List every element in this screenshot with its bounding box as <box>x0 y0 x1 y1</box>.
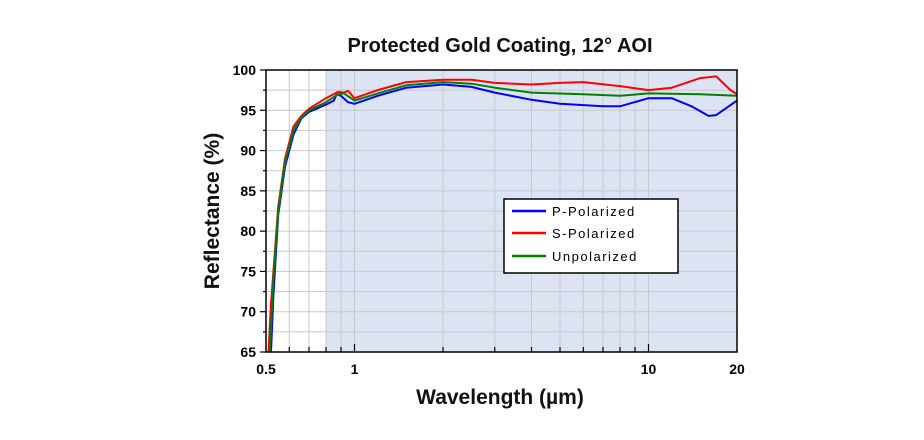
plot-frame <box>265 69 738 353</box>
chart-title: Protected Gold Coating, 12° AOI <box>347 35 652 57</box>
y-tick-label: 90 <box>240 143 256 159</box>
x-axis-label: Wavelength (µm) <box>416 386 584 409</box>
series-line-unpolarized <box>268 81 738 353</box>
y-tick-label: 70 <box>240 304 256 320</box>
y-tick-label: 80 <box>240 223 256 239</box>
series-line-p-polarized <box>270 83 738 353</box>
y-axis-label: Reflectance (%) <box>201 133 224 289</box>
legend: P-Polarized S-Polarized Unpolarized <box>503 198 679 274</box>
y-tick-label: 65 <box>240 344 256 360</box>
series-line-s-polarized <box>267 75 738 353</box>
legend-label-s: S-Polarized <box>552 226 636 241</box>
legend-label-p: P-Polarized <box>552 204 636 219</box>
legend-label-u: Unpolarized <box>552 249 638 264</box>
y-tick-label: 75 <box>240 263 256 279</box>
y-tick-label: 100 <box>233 62 257 78</box>
x-tick-label: 10 <box>641 361 657 377</box>
y-tick-label: 95 <box>240 102 256 118</box>
y-tick-label: 85 <box>240 183 256 199</box>
x-tick-label: 0.5 <box>256 361 276 377</box>
x-tick-label: 20 <box>729 361 745 377</box>
x-tick-label: 1 <box>351 361 359 377</box>
